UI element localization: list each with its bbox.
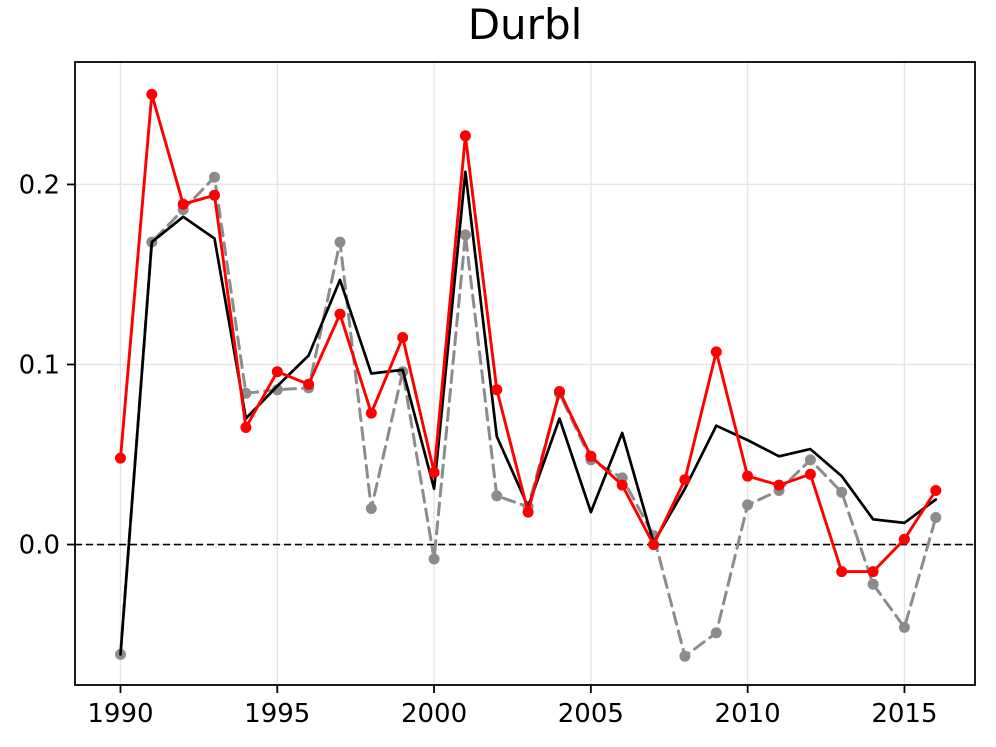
- series-marker-gray-dashed: [365, 503, 377, 514]
- series-marker-gray-dashed: [271, 384, 283, 396]
- series-marker-red-solid: [428, 467, 440, 478]
- series-line-gray-dashed: [119, 175, 938, 658]
- x-axis-tick-label: 2010: [715, 699, 781, 729]
- series-marker-red-solid: [334, 308, 346, 320]
- series-marker-red-solid: [648, 539, 660, 551]
- series-marker-red-solid: [397, 332, 409, 343]
- series-marker-gray-dashed: [710, 627, 722, 639]
- series-marker-red-solid: [679, 474, 691, 486]
- series-marker-red-solid: [710, 346, 722, 358]
- series-marker-gray-dashed: [742, 499, 754, 511]
- series-marker-red-solid: [209, 189, 220, 201]
- series-marker-gray-dashed: [930, 512, 942, 523]
- series-marker-gray-dashed: [209, 171, 220, 183]
- y-axis-tick-label: 0.2: [19, 170, 60, 200]
- series-marker-red-solid: [585, 450, 597, 462]
- series-marker-red-solid: [459, 130, 471, 142]
- series-marker-red-solid: [742, 470, 754, 482]
- series-marker-gray-dashed: [491, 490, 503, 502]
- chart-title: Durbl: [467, 0, 583, 49]
- series-marker-red-solid: [616, 479, 628, 491]
- series-line-red-solid: [119, 92, 938, 574]
- series-marker-red-solid: [491, 384, 503, 396]
- series-marker-red-solid: [522, 506, 534, 518]
- series-marker-gray-dashed: [459, 229, 471, 241]
- series-marker-red-solid: [146, 88, 158, 100]
- x-axis-tick-label: 1990: [87, 699, 153, 729]
- series-marker-red-solid: [271, 366, 283, 378]
- series-marker-gray-dashed: [679, 650, 691, 662]
- series-marker-red-solid: [303, 378, 315, 390]
- series-marker-red-solid: [177, 198, 189, 210]
- series-marker-red-solid: [867, 566, 879, 578]
- y-axis-tick-label: 0.0: [19, 531, 60, 561]
- series-marker-red-solid: [898, 533, 910, 545]
- series-marker-gray-dashed: [804, 454, 816, 466]
- series-marker-gray-dashed: [836, 486, 848, 498]
- series-marker-gray-dashed: [428, 553, 440, 565]
- series-marker-red-solid: [554, 386, 565, 397]
- x-axis-tick-label: 1995: [244, 699, 310, 729]
- series-marker-red-solid: [240, 422, 252, 433]
- x-axis-tick-label: 2005: [558, 699, 624, 729]
- series-marker-red-solid: [836, 566, 848, 578]
- series-marker-red-solid: [804, 468, 816, 480]
- series-marker-gray-dashed: [334, 236, 346, 248]
- y-axis-tick-label: 0.1: [19, 350, 60, 380]
- series-marker-red-solid: [365, 407, 377, 419]
- x-axis-tick-label: 2015: [871, 699, 937, 729]
- series-marker-red-solid: [115, 452, 126, 464]
- x-axis-tick-label: 2000: [401, 699, 467, 729]
- series-marker-gray-dashed: [898, 621, 910, 633]
- axes-border: [74, 61, 976, 686]
- series-marker-red-solid: [930, 485, 942, 496]
- series-marker-red-solid: [773, 479, 785, 491]
- series-marker-gray-dashed: [867, 578, 879, 590]
